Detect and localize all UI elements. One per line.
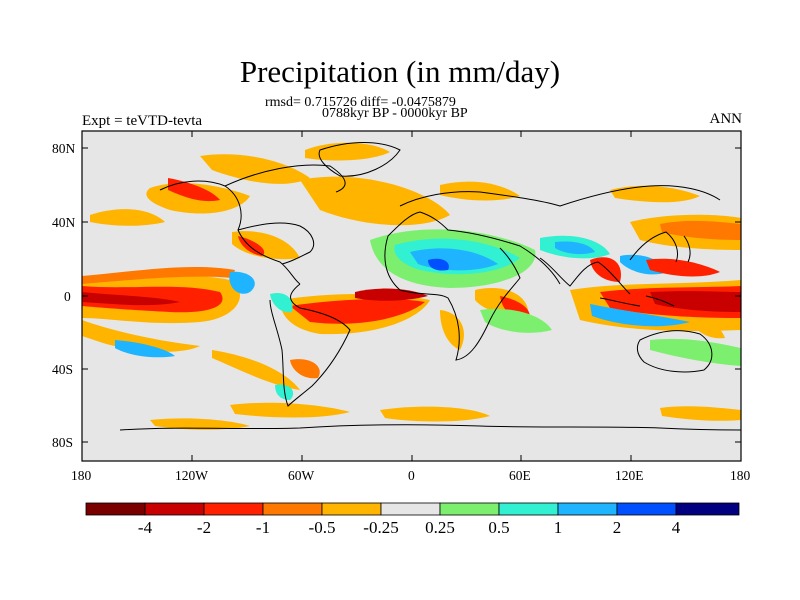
colorbar-box-5 [321, 502, 382, 516]
region-maritime-dry-core [650, 291, 741, 312]
region-amazon-wet [270, 292, 293, 313]
map-title: Precipitation (in mm/day) [239, 54, 561, 89]
colorbar-label-10: 4 [671, 518, 681, 537]
colorbar-box-3 [203, 502, 264, 516]
region-canada-dry [200, 154, 310, 184]
region-south-pacific-band [82, 320, 200, 352]
region-west-pacific-north-dry [90, 209, 165, 226]
x-tick-180w: 180 [71, 468, 92, 483]
region-south-africa-dry [440, 310, 464, 350]
coast-antarctica [119, 424, 741, 431]
colorbar-label-9: 2 [612, 518, 622, 537]
x-tick-180e: 180 [730, 468, 751, 483]
region-pacific-north-edge [82, 266, 235, 284]
coast-east-asia [629, 231, 679, 263]
y-tick-0: 0 [64, 289, 71, 304]
region-southern-ocean-dry-2 [380, 406, 490, 422]
region-southern-ocean-dry-3 [660, 406, 741, 421]
colorbar-box-10 [616, 502, 677, 516]
colorbar-box-7 [439, 502, 500, 516]
region-atlantic-dry-core [355, 288, 428, 301]
colorbar-label-1: -4 [137, 518, 153, 537]
y-tick-40n: 40N [52, 215, 76, 230]
colorbar-box-2 [144, 502, 205, 516]
colorbar-box-9 [557, 502, 618, 516]
region-south-pacific-wet [115, 340, 175, 358]
region-east-pacific-wet [229, 271, 255, 294]
x-tick-120w: 120W [175, 468, 208, 483]
colorbar-label-7: 0.5 [488, 518, 510, 537]
region-atlantic-dry-inner [290, 299, 425, 324]
coast-north-america-east [237, 222, 315, 265]
x-tick-0: 0 [408, 468, 415, 483]
region-southern-ocean-dry-4 [150, 418, 250, 430]
y-tick-80s: 80S [52, 435, 74, 450]
colorbar-box-6 [380, 502, 441, 516]
y-tick-80n: 80N [52, 141, 76, 156]
x-tick-60e: 60E [509, 468, 531, 483]
colorbar-label-5: -0.25 [363, 518, 399, 537]
map-field [82, 131, 741, 461]
region-pacific-dry-core [82, 292, 180, 306]
coast-greenland [318, 142, 401, 177]
region-greenland-dry [305, 142, 390, 161]
region-indian-ocean-wet [480, 308, 552, 333]
y-tick-40s: 40S [52, 362, 74, 377]
region-kuroshio-dry [660, 220, 741, 240]
region-southeast-pacific-dry [212, 350, 300, 390]
coast-japan [683, 235, 691, 263]
region-india-wet-inner [555, 241, 595, 255]
region-south-atlantic-dry [290, 359, 320, 379]
colorbar-label-3: -1 [255, 518, 271, 537]
axis-ticks [82, 131, 741, 461]
colorbar-box-4 [262, 502, 323, 516]
season-label: ANN [709, 111, 743, 127]
period-line: 0788kyr BP - 0000kyr BP [322, 106, 468, 121]
experiment-label: Expt = teVTD-tevta [82, 113, 203, 129]
coast-indonesia [599, 295, 675, 307]
coast-india-se-asia [539, 257, 631, 295]
region-southern-ocean-dry-1 [230, 402, 350, 418]
coastlines [119, 142, 741, 431]
x-tick-120e: 120E [615, 468, 644, 483]
region-australia-wet [650, 338, 741, 366]
colorbar-box-11 [675, 502, 740, 516]
coast-mediterranean [387, 211, 561, 285]
region-north-europe-dry [440, 181, 520, 201]
x-tick-60w: 60W [288, 468, 315, 483]
colorbar-label-2: -2 [196, 518, 212, 537]
coast-south-america [269, 283, 351, 407]
region-alaska-dry [168, 178, 220, 202]
colorbar-box-8 [498, 502, 559, 516]
colorbar-label-8: 1 [553, 518, 563, 537]
region-coral-sea-dry [690, 319, 725, 339]
coast-africa [384, 235, 521, 361]
region-indonesia-wet [590, 304, 690, 327]
region-us-dry [232, 231, 300, 260]
colorbar [85, 502, 740, 516]
region-patagonia-wet [275, 384, 294, 400]
region-siberia-dry [610, 185, 700, 203]
colorbar-label-4: -0.5 [308, 518, 336, 537]
stats-line: rmsd= 0.715726 diff= -0.0475879 [265, 95, 456, 110]
coast-australia [636, 330, 713, 373]
region-north-atlantic-dry [300, 176, 450, 226]
colorbar-box-1 [85, 502, 146, 516]
colorbar-label-6: 0.25 [425, 518, 455, 537]
region-sahel-wet-core [428, 258, 449, 271]
coast-eurasia-north [399, 185, 721, 207]
region-philippine-sea-dry [646, 258, 720, 277]
